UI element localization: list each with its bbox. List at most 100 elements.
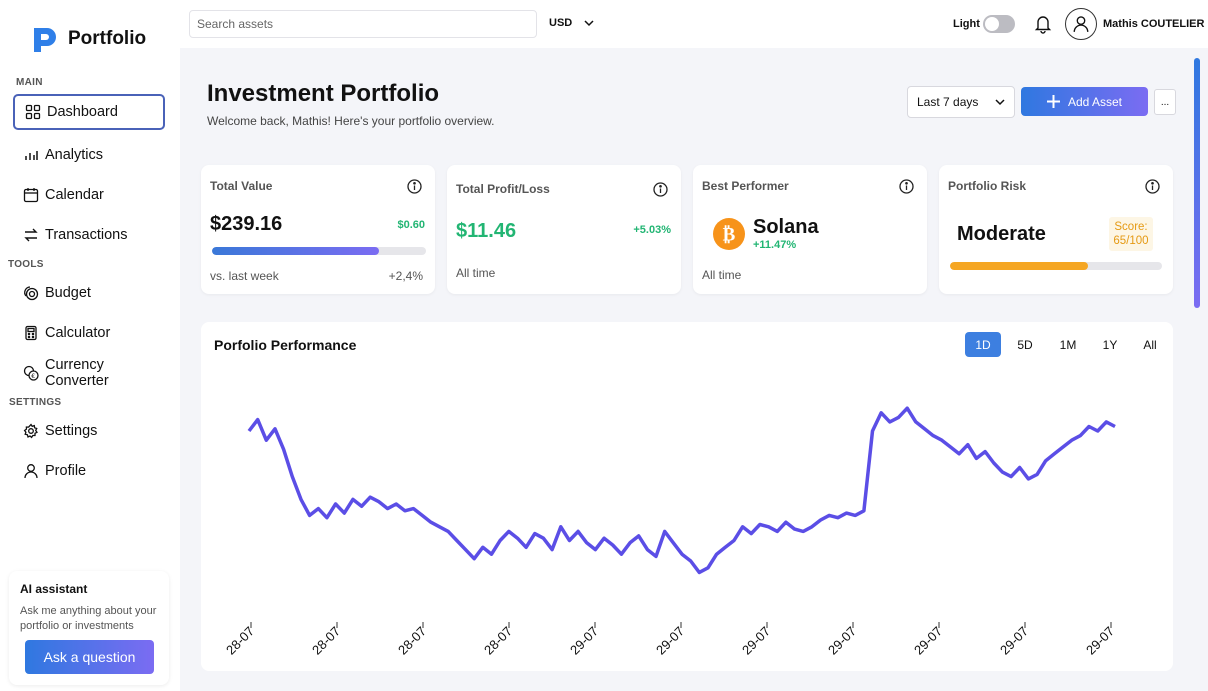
topbar: USD Light Mathis COUTELIER [180,0,1208,48]
sidebar-item-label: Settings [45,423,98,439]
svg-text:€: € [31,373,35,380]
sidebar-item-label: Dashboard [47,104,118,120]
x-axis-tick-label: 29-07 [825,624,859,658]
scrollbar[interactable] [1194,58,1200,308]
total-value-progress [212,247,426,255]
info-icon[interactable] [1145,179,1160,194]
profit-loss-card: Total Profit/Loss $11.46 +5.03% All time [447,165,681,294]
sidebar-item-label: Transactions [45,227,128,243]
brand-name: Portfolio [68,28,147,49]
sidebar-item-label: Profile [45,463,87,479]
currency-value: USD [549,17,573,29]
more-button[interactable]: ... [1154,89,1176,115]
comparison-value: +2,4% [388,269,423,283]
tab-1y[interactable]: 1Y [1102,337,1118,352]
currency-select[interactable]: USD [549,17,594,29]
profit-change: +5.03% [633,224,671,236]
x-axis-tick-label: 28-07 [223,624,257,658]
card-title: Best Performer [702,179,789,193]
bell-icon[interactable] [1034,14,1052,34]
sidebar-item-dashboard[interactable]: Dashboard [13,94,165,130]
ai-assistant-title: AI assistant [20,582,88,596]
currency-icon: € [23,365,39,381]
theme-label: Light [953,18,980,30]
search-input[interactable] [189,10,537,38]
x-axis-tick-label: 28-07 [481,624,515,658]
x-axis-tick-label: 29-07 [567,624,601,658]
tab-1m[interactable]: 1M [1059,337,1077,352]
best-performer-card: Best Performer ₿ Solana +11.47% All time [693,165,927,294]
best-performer-change: +11.47% [753,239,797,251]
add-asset-button[interactable]: Add Asset [1021,87,1148,116]
section-label-settings: SETTINGS [9,397,62,408]
sidebar-item-budget[interactable]: Budget [14,275,166,311]
info-icon[interactable] [407,179,422,194]
theme-toggle[interactable] [983,15,1015,33]
risk-score-label: Score: [1114,221,1148,233]
profit-value: $11.46 [456,220,517,242]
chart-title: Porfolio Performance [214,337,357,353]
sidebar-item-label: Currency Converter [45,357,109,389]
performance-chart-card: Porfolio Performance 1D 5D 1M 1Y All 28-… [201,322,1173,671]
x-axis-tick-label: 29-07 [653,624,687,658]
sidebar-item-currency-converter[interactable]: € Currency Converter [14,355,166,391]
tab-1d[interactable]: 1D [965,332,1001,357]
performance-chart: 28-07 28-07 28-07 28-07 29-07 29-07 29-07 29-07… [223,406,1117,658]
portfolio-risk-card: Portfolio Risk Moderate Score: 65/100 [939,165,1173,294]
grid-icon [25,104,41,120]
tab-5d[interactable]: 5D [1017,337,1033,352]
sidebar-item-label: Analytics [45,147,104,163]
sidebar-item-transactions[interactable]: Transactions [14,217,166,253]
sidebar-item-profile[interactable]: Profile [14,453,166,489]
page-subtitle: Welcome back, Mathis! Here's your portfo… [207,114,495,128]
chevron-down-icon [995,98,1005,105]
risk-score-value: 65/100 [1113,235,1149,247]
svg-text:₿: ₿ [723,224,736,246]
ai-assistant-description: Ask me anything about your portfolio or … [20,605,157,632]
bar-chart-icon [25,151,38,160]
sidebar-item-label: Calculator [45,325,111,341]
risk-progress [950,262,1162,270]
ask-question-button[interactable]: Ask a question [25,640,154,674]
sidebar-item-calendar[interactable]: Calendar [14,177,166,213]
user-name[interactable]: Mathis COUTELIER [1103,18,1205,30]
total-value: $239.16 [210,213,283,235]
date-range-value: Last 7 days [917,95,979,109]
tab-all[interactable]: All [1143,337,1157,352]
sidebar-item-analytics[interactable]: Analytics [14,137,166,173]
add-asset-label: Add Asset [1067,94,1123,109]
info-icon[interactable] [899,179,914,194]
brand[interactable]: Portfolio [30,24,146,54]
bitcoin-icon: ₿ [713,218,745,250]
card-title: Total Value [210,179,273,193]
comparison-label: vs. last week [210,269,279,283]
date-range-select[interactable]: Last 7 days [907,86,1015,118]
avatar[interactable] [1065,8,1097,40]
gear-icon [23,423,38,439]
chevron-down-icon [584,19,594,26]
sidebar: Portfolio MAIN Dashboard Analytics Calen… [0,0,180,691]
section-label-tools: TOOLS [8,259,44,270]
x-axis-tick-label: 29-07 [1083,624,1117,658]
x-axis-tick-label: 29-07 [911,624,945,658]
card-title: Portfolio Risk [948,179,1027,193]
x-axis-tick-label: 29-07 [739,624,773,658]
section-label-main: MAIN [16,77,43,88]
swap-icon [24,228,38,242]
logo-icon [34,28,56,52]
performance-series-line [247,406,1116,575]
calendar-icon [23,188,39,203]
sidebar-item-settings[interactable]: Settings [14,413,166,449]
user-icon [24,464,38,479]
best-performer-period: All time [702,268,742,282]
risk-score-badge: Score: 65/100 [1109,217,1153,251]
info-icon[interactable] [653,182,668,197]
sidebar-item-label: Calendar [45,187,104,203]
ai-assistant-card: AI assistant Ask me anything about your … [9,571,169,685]
risk-level: Moderate [957,223,1046,245]
sidebar-item-calculator[interactable]: Calculator [14,315,166,351]
calculator-icon [25,325,37,341]
page-title: Investment Portfolio [207,80,440,107]
x-axis-tick-label: 28-07 [395,624,429,658]
total-value-change: $0.60 [397,219,425,231]
